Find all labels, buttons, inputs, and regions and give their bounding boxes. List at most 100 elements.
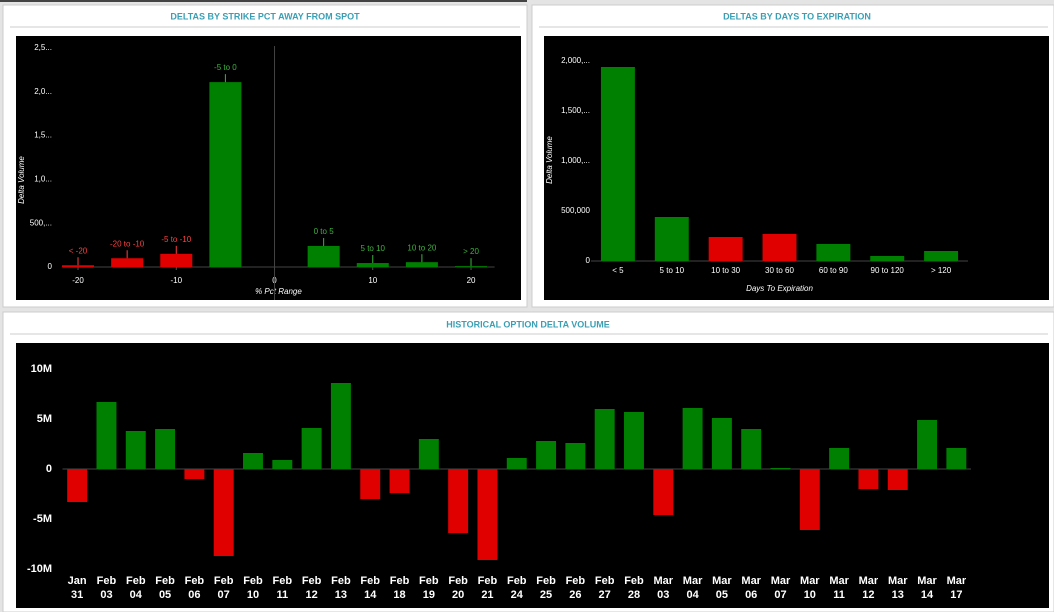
x-tick-label: Mar 07 [771,575,791,601]
x-tick-label: > 120 [931,266,952,275]
bar [448,469,469,533]
y-tick-label: 1,0... [34,174,52,183]
panel-title: HISTORICAL OPTION DELTA VOLUME [446,319,610,329]
bar [770,468,791,469]
data-label: 5 to 10 [361,244,386,253]
bar [870,256,905,261]
y-tick-label: 10M [31,363,52,375]
bar [816,244,851,261]
bar [624,412,644,469]
bar [301,428,322,469]
bar [160,253,193,267]
x-tick-line: 12 [862,589,874,601]
x-tick-line: Feb [185,575,205,587]
x-tick-line: 24 [511,589,524,601]
x-tick-label: Feb 13 [331,575,351,601]
bar [741,429,762,469]
y-tick-label: -5M [33,513,52,525]
y-axis-label: Delta Volume [17,156,26,204]
bar [455,266,488,267]
bar [946,448,967,469]
x-tick-line: 04 [686,589,699,601]
y-tick-label: 2,0... [34,87,52,96]
bar [829,448,850,469]
x-tick-label: Feb 19 [419,575,439,601]
y-tick-label: 5M [37,413,52,425]
data-label: -5 to 0 [214,63,237,72]
bar [600,67,635,261]
bar [272,460,293,469]
x-tick-line: Mar [712,575,732,587]
x-tick-label: Mar 04 [683,575,703,601]
data-label: 10 to 20 [407,243,436,252]
bar [360,469,381,499]
x-tick-label: Feb 25 [536,575,556,601]
x-tick-line: 28 [628,589,640,601]
x-tick-label: < 5 [612,266,624,275]
x-tick-line: 13 [892,589,904,601]
x-tick-label: Feb 03 [97,575,117,601]
bar [155,429,176,469]
bar [96,402,117,469]
bar [62,265,95,267]
x-tick-line: Feb [448,575,468,587]
bar [594,409,615,469]
x-tick-label: Feb 24 [507,575,527,601]
x-tick-line: 19 [423,589,435,601]
x-tick-line: Feb [595,575,615,587]
x-tick-label: Feb 20 [448,575,468,601]
x-tick-line: Mar [917,575,937,587]
y-tick-label: 2,000,... [561,56,590,65]
bar [565,443,586,469]
x-tick-line: 21 [481,589,493,601]
y-tick-label: 500,... [30,218,52,227]
x-tick-label: Mar 03 [654,575,674,601]
y-tick-label: 1,000,... [561,156,590,165]
data-label: < -20 [69,246,88,255]
x-tick-line: 17 [950,589,962,601]
x-tick-line: Feb [97,575,117,587]
y-tick-label: 0 [48,262,53,271]
x-tick-label: Mar 06 [741,575,761,601]
x-tick-line: 25 [540,589,552,601]
x-tick-line: Mar [771,575,791,587]
x-tick-label: Feb 05 [155,575,175,601]
x-tick-label: Feb 12 [302,575,322,601]
x-tick-label: Feb 11 [273,575,293,601]
bar [418,439,439,469]
x-tick-label: Feb 14 [360,575,380,601]
x-tick-line: 07 [774,589,786,601]
x-tick-label: 30 to 60 [765,266,794,275]
x-tick-line: 07 [218,589,230,601]
x-tick-label: Mar 05 [712,575,732,601]
x-axis-label: % Pct Range [255,287,302,296]
x-tick-line: 06 [188,589,200,601]
bar [184,469,205,479]
x-tick-line: Feb [360,575,380,587]
y-tick-label: 1,500,... [561,106,590,115]
x-tick-label: Feb 26 [566,575,586,601]
x-tick-label: -10 [170,276,182,285]
y-tick-label: 500,000 [561,206,590,215]
x-tick-line: 03 [100,589,112,601]
x-tick-line: Feb [566,575,586,587]
x-tick-line: 10 [247,589,259,601]
x-tick-label: Feb 06 [185,575,205,601]
x-tick-line: Feb [155,575,175,587]
x-tick-line: Feb [478,575,498,587]
x-tick-label: Feb 18 [390,575,410,601]
x-tick-label: Feb 04 [126,575,146,601]
bar [477,469,498,560]
bar [653,469,674,515]
bar [405,262,438,267]
x-tick-line: 12 [305,589,317,601]
x-tick-line: Mar [829,575,849,587]
x-tick-line: 20 [452,589,464,601]
x-tick-line: Mar [654,575,674,587]
bar [307,245,340,267]
x-tick-line: Feb [331,575,351,587]
x-tick-line: 05 [159,589,171,601]
y-tick-label: 0 [586,256,591,265]
x-tick-line: 11 [276,589,288,601]
bar [506,458,527,469]
